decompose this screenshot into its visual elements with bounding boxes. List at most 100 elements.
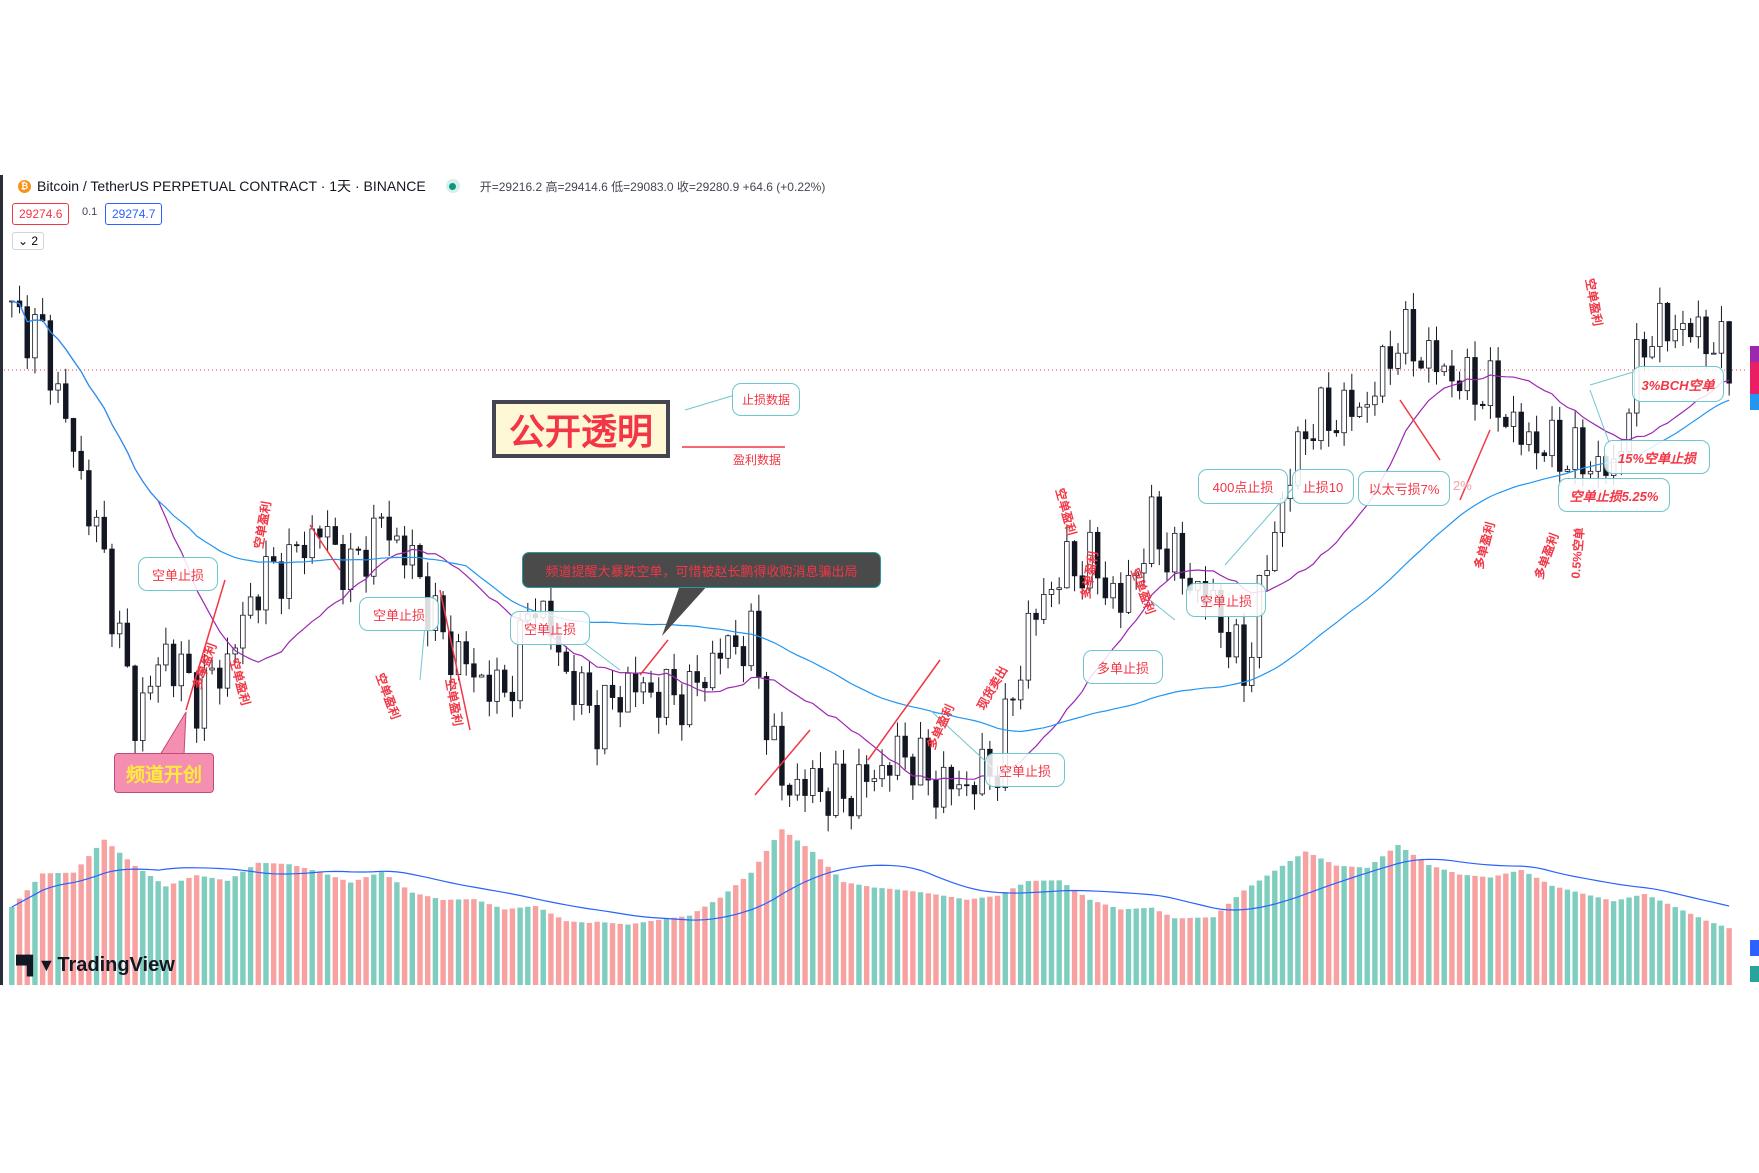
candle-down <box>417 545 423 578</box>
volume-bar <box>863 886 870 985</box>
volume-bar <box>1048 880 1055 985</box>
channel-start-tail <box>159 711 187 756</box>
candle-up <box>178 653 184 687</box>
candle-down <box>786 784 793 796</box>
candle-down <box>1333 430 1340 434</box>
short-stop-bubble: 空单止损 <box>359 597 439 631</box>
candle-up <box>494 669 500 702</box>
indicators-collapse-button[interactable]: ⌄ 2 <box>12 232 45 250</box>
volume-bar <box>1064 885 1070 985</box>
candle-down <box>132 665 138 741</box>
candle-down <box>1156 496 1162 550</box>
candle-down <box>740 646 747 667</box>
symbol-header[interactable]: ₿ Bitcoin / TetherUS PERPETUAL CONTRACT … <box>18 176 825 196</box>
candle-down <box>1094 531 1101 579</box>
candle-down <box>355 548 362 551</box>
candle-up <box>32 314 38 359</box>
volume-bar <box>571 921 577 985</box>
candle-up <box>1064 541 1070 589</box>
candle-up <box>1657 302 1663 347</box>
volume-bar <box>93 847 100 985</box>
candle-down <box>109 548 115 635</box>
tradingview-logo[interactable]: ▀▌▼ TradingView <box>16 954 175 977</box>
volume-bar <box>448 899 454 985</box>
candle-down <box>702 681 708 689</box>
volume-bar <box>124 859 131 985</box>
candle-down <box>1433 340 1440 373</box>
volume-bar <box>386 877 392 985</box>
volume-bar <box>617 923 623 985</box>
candle-up <box>917 737 924 786</box>
volume-bar <box>1641 894 1648 985</box>
candle-down <box>671 668 677 696</box>
candle-down <box>1225 631 1232 658</box>
volume-bar <box>478 901 485 985</box>
volume-bar <box>994 895 1001 985</box>
candle-up <box>394 535 400 541</box>
candle-down <box>802 778 808 796</box>
buy-price-button[interactable]: 29274.7 <box>105 203 163 225</box>
candle-down <box>1310 438 1317 441</box>
volume-bar <box>740 878 747 985</box>
candle-up <box>55 383 61 391</box>
ohlc-values: 开=29216.2 高=29414.6 低=29083.0 收=29280.9 … <box>479 179 826 194</box>
volume-bar <box>1426 865 1432 985</box>
volume-bar <box>1017 884 1024 985</box>
candle-down <box>332 526 338 545</box>
volume-bar <box>1472 875 1478 985</box>
symbol-title[interactable]: Bitcoin / TetherUS PERPETUAL CONTRACT · … <box>37 178 426 194</box>
candle-up <box>201 669 208 729</box>
candle-down <box>1557 419 1563 472</box>
volume-ma-tag <box>1750 940 1759 956</box>
volume-bar <box>1033 880 1039 985</box>
volume-bar <box>440 899 446 985</box>
volume-bar <box>679 916 685 985</box>
candle-up <box>1549 419 1555 457</box>
volume-bar <box>155 881 161 985</box>
volume-bar <box>779 829 785 985</box>
volume-bar <box>548 913 554 985</box>
candle-up <box>1695 316 1702 338</box>
volume-bar <box>609 923 616 985</box>
volume-bar <box>1156 911 1162 985</box>
candle-up <box>1487 360 1494 407</box>
volume-bar <box>1657 900 1663 985</box>
candle-down <box>1302 431 1309 440</box>
volume-bar <box>702 906 708 985</box>
candle-up <box>602 684 608 750</box>
candle-down <box>217 667 223 689</box>
volume-bar <box>355 879 362 985</box>
candle-down <box>863 764 870 782</box>
channel-start-label: 频道开创 <box>114 753 214 793</box>
candle-up <box>1672 329 1678 342</box>
volume-bar <box>964 899 970 985</box>
candle-down <box>317 528 323 538</box>
volume-bars <box>9 829 1732 985</box>
volume-bar <box>1118 909 1124 985</box>
volume-bar <box>540 909 546 985</box>
volume-bar <box>1395 845 1401 985</box>
eth-loss-bubble: 以太亏损7% <box>1358 471 1450 506</box>
candle-down <box>586 672 593 706</box>
volume-bar <box>116 852 123 985</box>
candle-up <box>1056 587 1062 590</box>
candle-up <box>833 763 839 816</box>
volume-bar <box>1456 874 1463 985</box>
candle-down <box>186 653 192 673</box>
candle-up <box>856 764 862 817</box>
candle-down <box>1518 411 1524 445</box>
candle-down <box>840 763 847 799</box>
candle-up <box>663 668 670 718</box>
candle-up <box>409 545 416 566</box>
candle-down <box>1472 357 1478 405</box>
chevron-down-icon: ⌄ <box>18 234 29 248</box>
candle-up <box>1087 531 1093 589</box>
volume-bar <box>1272 870 1278 985</box>
stop-10-bubble: 止损10 <box>1292 469 1354 504</box>
candle-down <box>1495 360 1501 418</box>
sell-price-button[interactable]: 29274.6 <box>12 203 70 225</box>
candle-up <box>155 664 161 687</box>
volume-bar <box>70 872 77 985</box>
candle-down <box>124 622 131 667</box>
